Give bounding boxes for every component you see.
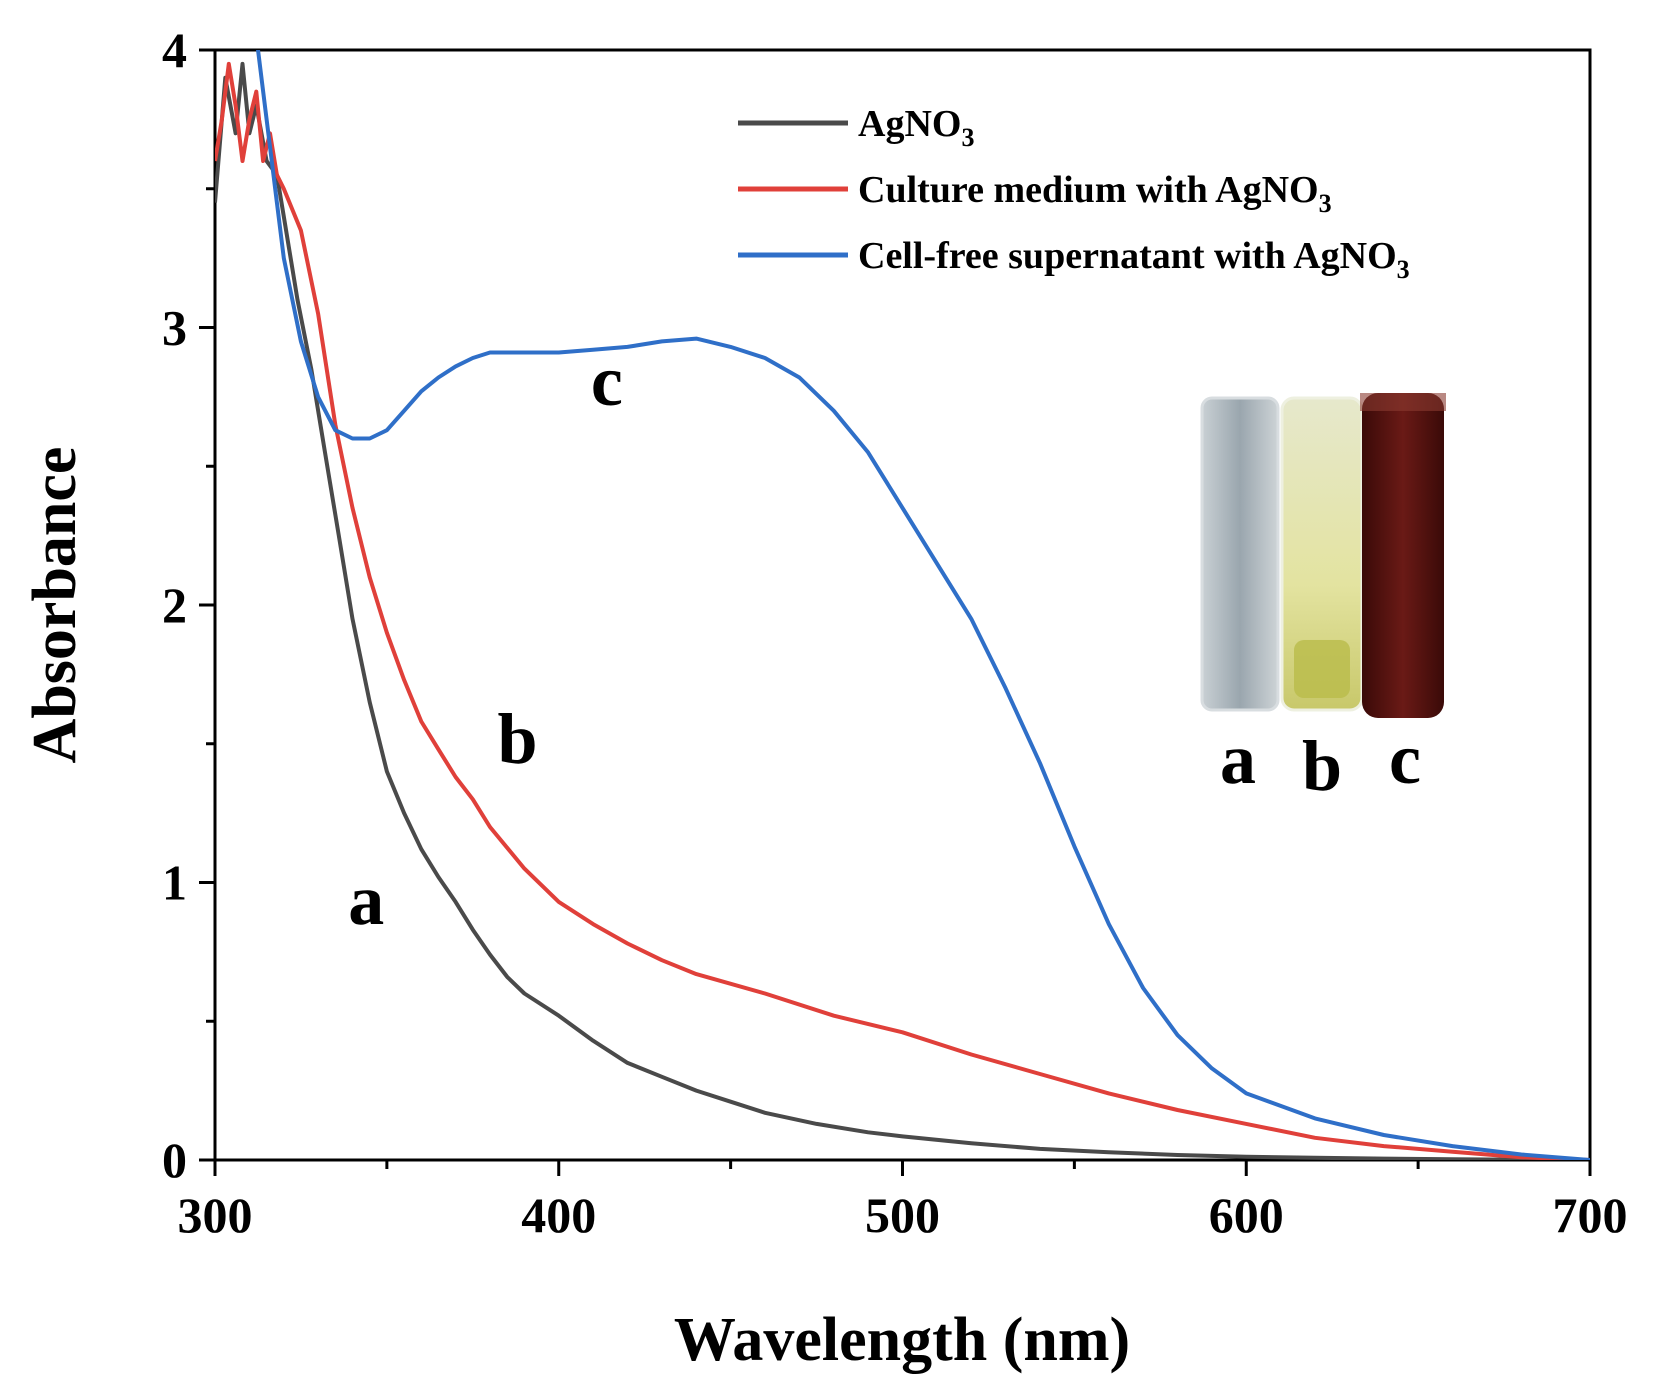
y-axis-title: Absorbance: [21, 447, 89, 764]
series-line-a: [215, 61, 1590, 1160]
x-axis-title: Wavelength (nm): [674, 1306, 1130, 1374]
legend-entry-b: Culture medium with AgNO3: [858, 169, 1332, 218]
y-tick-label: 0: [162, 1132, 187, 1188]
vial-c: [1362, 393, 1444, 718]
inset-vials-photo: [1200, 393, 1446, 718]
y-axis-ticks: 0 1 2 3 4: [162, 22, 215, 1188]
legend: AgNO3 Culture medium with AgNO3 Cell-free …: [738, 103, 1410, 284]
x-tick-label: 300: [178, 1187, 253, 1243]
x-tick-label: 500: [865, 1187, 940, 1243]
series-line-b: [215, 61, 1590, 1160]
legend-entry-a: AgNO3: [858, 103, 974, 152]
x-tick-label: 400: [521, 1187, 596, 1243]
series-group: [215, 50, 1590, 1160]
curve-labels: a b c: [348, 341, 623, 940]
vial-a: [1200, 396, 1280, 712]
curve-label-a: a: [348, 860, 384, 940]
legend-entry-c: Cell-free supernatant with AgNO3: [858, 235, 1410, 284]
y-tick-label: 4: [162, 22, 187, 78]
curve-label-c: c: [591, 341, 623, 421]
curve-label-b: b: [497, 699, 537, 779]
inset-label-a: a: [1220, 719, 1256, 799]
series-line-c: [256, 50, 1590, 1160]
x-axis-ticks: 300 400 500 600 700: [178, 1160, 1628, 1243]
x-tick-label: 700: [1553, 1187, 1628, 1243]
x-tick-label: 600: [1209, 1187, 1284, 1243]
y-tick-label: 2: [162, 577, 187, 633]
y-tick-label: 3: [162, 300, 187, 356]
inset-label-b: b: [1302, 726, 1342, 806]
inset-label-c: c: [1389, 719, 1421, 799]
y-tick-label: 1: [162, 855, 187, 911]
